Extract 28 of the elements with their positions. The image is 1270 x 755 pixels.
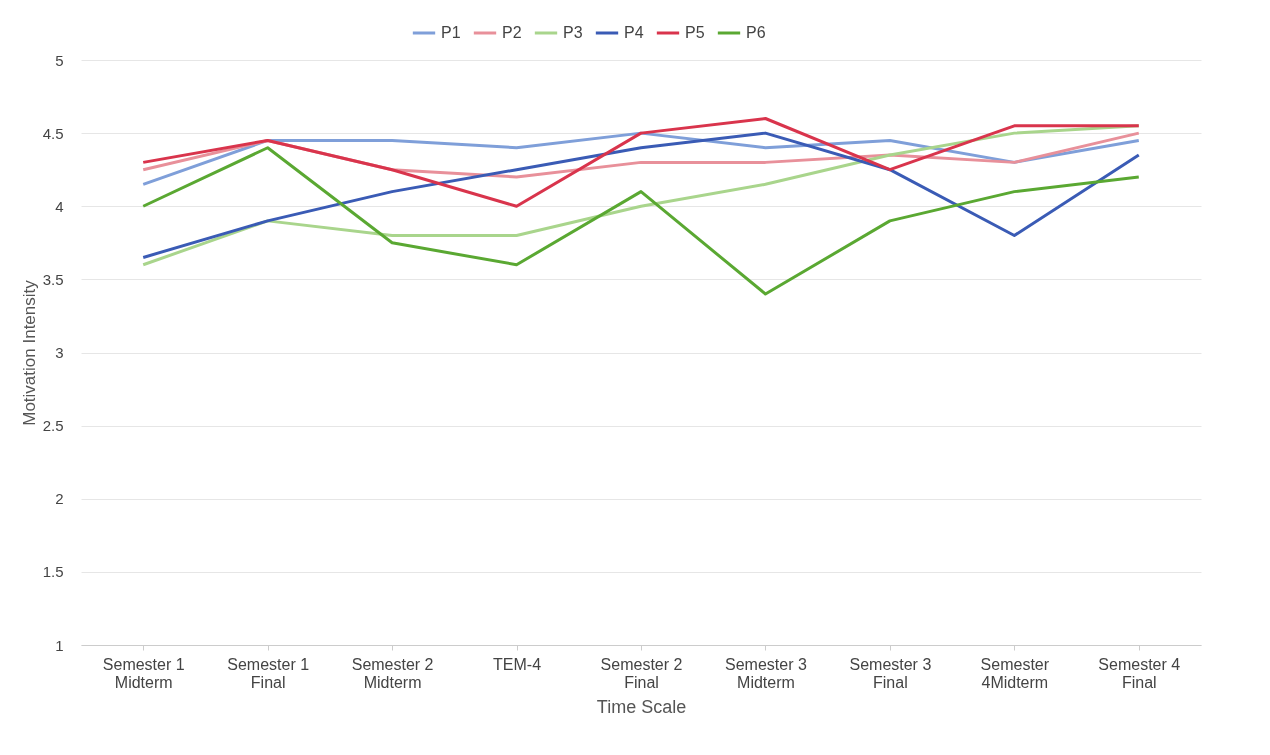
line-series — [141, 146, 1141, 296]
x-tick-label: Semester 4Midterm — [980, 655, 1050, 691]
x-tick-label: TEM-4 — [493, 655, 542, 673]
y-tick-label: 3 — [55, 344, 64, 361]
legend-label: P1 — [441, 24, 461, 41]
x-tick-label: Semester 4 Final — [1098, 655, 1181, 691]
x-tick-label: Semester 2 Final — [600, 655, 683, 691]
y-tick-label: 2.5 — [42, 417, 64, 435]
y-tick-label: 4 — [55, 197, 64, 215]
x-tick-label: Semester 3 Final — [849, 655, 932, 691]
x-axis-title: Time Scale — [596, 696, 687, 717]
x-tick-label: Semester 2 Midterm — [351, 655, 434, 691]
legend-label: P5 — [685, 24, 705, 41]
y-tick-label: 3.5 — [42, 270, 64, 288]
x-tick-label: Semester 3 Midterm — [725, 655, 807, 691]
y-tick-label: 4.5 — [42, 124, 64, 142]
y-tick-label: 5 — [55, 51, 64, 69]
legend-label: P3 — [563, 24, 583, 41]
y-tick-label: 1.5 — [42, 563, 64, 581]
y-tick-label: 1 — [55, 636, 64, 654]
line-series — [141, 117, 1141, 208]
x-tick-label: Semester 1 Final — [227, 655, 310, 691]
legend-label: P6 — [746, 24, 766, 41]
y-tick-label: 2 — [55, 490, 64, 508]
y-axis-title: Motivation Intensity — [19, 279, 39, 426]
legend-label: P4 — [624, 24, 644, 41]
legend-label: P2 — [502, 24, 522, 41]
x-tick-label: Semester 1 Midterm — [102, 655, 185, 691]
